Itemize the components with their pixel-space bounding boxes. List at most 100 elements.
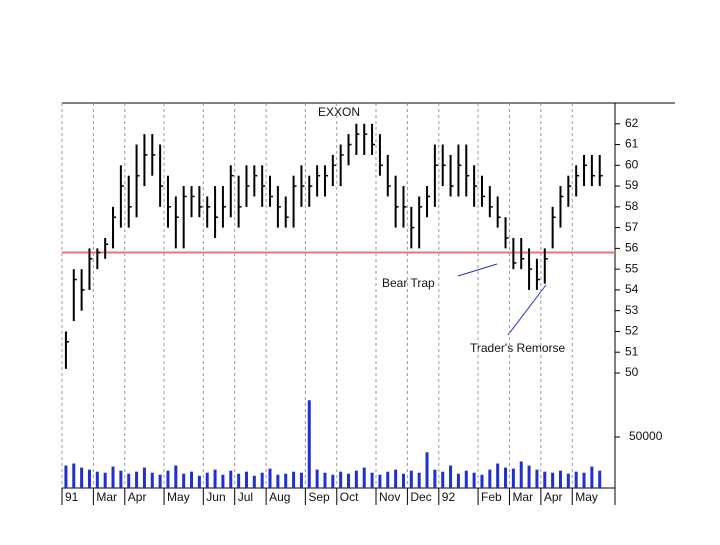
volume-bar	[229, 470, 233, 488]
volume-bar	[213, 469, 217, 488]
volume-bar	[504, 467, 508, 488]
volume-bar	[158, 474, 162, 488]
volume-bar	[441, 471, 445, 488]
volume-bar	[276, 474, 280, 488]
x-tick-label: Dec	[410, 490, 431, 504]
volume-bar	[174, 465, 178, 488]
y-tick-label: 58	[625, 199, 639, 213]
annotation-arrow	[507, 284, 547, 336]
volume-bar	[551, 472, 555, 488]
volume-bar	[582, 472, 586, 488]
y-tick-label: 50	[625, 365, 639, 379]
volume-bar	[519, 461, 523, 488]
volume-bar	[394, 469, 398, 488]
volume-bar	[527, 465, 531, 488]
y-tick-label: 51	[625, 344, 639, 358]
volume-bar	[339, 471, 343, 488]
volume-bar	[480, 474, 484, 488]
volume-bar	[401, 473, 405, 488]
volume-bar	[119, 470, 123, 488]
volume-bar	[386, 471, 390, 488]
volume-bar	[566, 473, 570, 488]
volume-bar	[574, 471, 578, 488]
x-tick-label: 92	[442, 490, 456, 504]
volume-bar	[307, 400, 311, 488]
x-tick-label: May	[167, 490, 190, 504]
volume-bar	[558, 470, 562, 488]
x-tick-label: Jul	[238, 490, 253, 504]
y-tick-label: 56	[625, 241, 639, 255]
volume-bar	[244, 471, 248, 488]
volume-bar	[472, 472, 476, 488]
x-tick-label: Mar	[512, 490, 533, 504]
x-tick-label: Feb	[481, 490, 502, 504]
volume-bar	[95, 471, 99, 488]
volume-bar	[80, 467, 84, 488]
x-tick-label: Jun	[206, 490, 225, 504]
volume-bar	[150, 472, 154, 488]
annotation: Trader's Remorse	[470, 341, 566, 355]
y-tick-label: 57	[625, 220, 639, 234]
y-tick-label: 52	[625, 324, 639, 338]
volume-bar	[449, 465, 453, 488]
volume-bar	[425, 452, 429, 488]
volume-bar	[323, 472, 327, 488]
volume-bar	[331, 474, 335, 488]
volume-bar	[496, 463, 500, 488]
volume-bar	[252, 475, 256, 488]
volume-bar	[417, 472, 421, 488]
volume-bar	[190, 471, 194, 488]
volume-bar	[347, 473, 351, 488]
x-tick-label: Oct	[340, 490, 359, 504]
volume-bar	[464, 470, 468, 488]
volume-bar	[237, 473, 241, 488]
annotation: Bear Trap	[382, 276, 435, 290]
volume-bar	[378, 474, 382, 488]
y-tick-label: 62	[625, 116, 639, 130]
volume-bar	[370, 472, 374, 488]
x-tick-label: Sep	[308, 490, 330, 504]
volume-bar	[166, 470, 170, 488]
volume-bar	[535, 469, 539, 488]
x-tick-label: Nov	[379, 490, 400, 504]
volume-bar	[284, 473, 288, 488]
volume-bar	[299, 472, 303, 488]
y-tick-label: 60	[625, 157, 639, 171]
volume-bar	[260, 472, 264, 488]
volume-bar	[64, 465, 68, 488]
volume-bar	[103, 472, 107, 488]
volume-bar	[590, 466, 594, 488]
volume-bar	[433, 469, 437, 488]
volume-bar	[127, 473, 131, 488]
chart-title: EXXON	[318, 105, 360, 119]
volume-bar	[182, 473, 186, 488]
volume-bar	[292, 471, 296, 488]
y-tick-label: 54	[625, 282, 639, 296]
x-tick-label: 91	[65, 490, 79, 504]
volume-bar	[409, 470, 413, 488]
y-tick-label: 61	[625, 137, 639, 151]
volume-bar	[543, 471, 547, 488]
volume-bar	[598, 470, 602, 488]
y-tick-label: 59	[625, 178, 639, 192]
x-tick-label: Apr	[544, 490, 563, 504]
x-tick-label: Apr	[128, 490, 147, 504]
volume-bar	[72, 463, 76, 488]
volume-bar	[87, 469, 91, 488]
x-tick-label: Mar	[96, 490, 117, 504]
volume-bar	[511, 468, 515, 488]
x-tick-label: Aug	[269, 490, 290, 504]
volume-bar	[354, 470, 358, 488]
annotation-arrow	[457, 263, 498, 277]
volume-bar	[142, 467, 146, 488]
volume-bar	[362, 467, 366, 488]
volume-bar	[197, 475, 201, 488]
volume-bar	[488, 469, 492, 488]
y2-tick-label: 50000	[629, 429, 663, 443]
volume-bar	[111, 466, 115, 488]
volume-bar	[268, 468, 272, 488]
y-tick-label: 55	[625, 261, 639, 275]
volume-bar	[135, 471, 139, 488]
volume-bar	[221, 474, 225, 488]
